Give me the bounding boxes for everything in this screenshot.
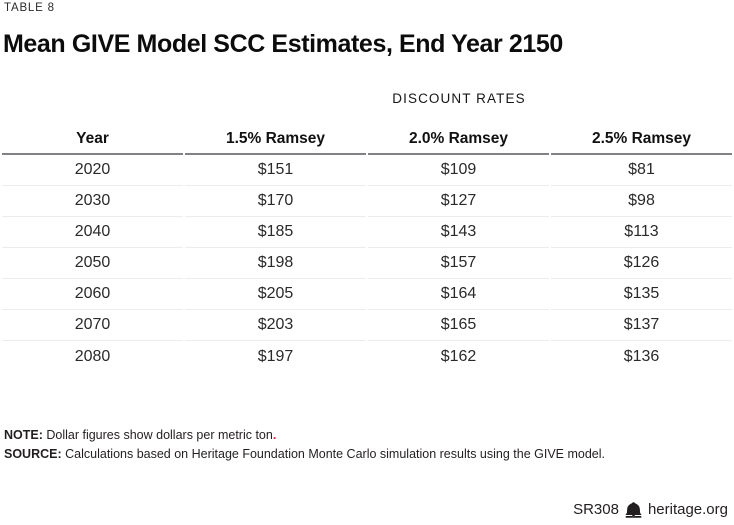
cell-year: 2060 [2,279,183,310]
cell-value: $113 [551,217,732,248]
notes-block: NOTE: Dollar figures show dollars per me… [4,426,605,463]
heritage-bell-icon [625,501,642,518]
column-header-year: Year [2,125,183,155]
cell-year: 2040 [2,217,183,248]
column-header-1-5-ramsey: 1.5% Ramsey [185,125,366,155]
source-text: Calculations based on Heritage Foundatio… [61,446,606,461]
cell-year: 2020 [2,155,183,186]
cell-value: $185 [185,217,366,248]
table-row: 2060 $205 $164 $135 [2,279,732,310]
source-label: SOURCE: [4,446,62,461]
note-label: NOTE: [4,428,43,442]
page-title: Mean GIVE Model SCC Estimates, End Year … [3,30,563,58]
cell-year: 2080 [74,347,111,365]
cell-value: $109 [368,155,549,186]
table-row: 2080 $197 $162 $136 [2,341,732,372]
cell-value: $170 [185,186,366,217]
cell-value: $136 [623,347,660,365]
note-line: NOTE: Dollar figures show dollars per me… [4,426,605,445]
cell-value: $135 [551,279,732,310]
column-group-header: DISCOUNT RATES [392,91,526,106]
source-line: SOURCE: Calculations based on Heritage F… [4,445,605,464]
cell-value: $127 [368,186,549,217]
cell-year: 2070 [2,310,183,341]
cell-value: $126 [551,248,732,279]
table-row: 2070 $203 $165 $137 [2,310,732,341]
cell-value: $205 [185,279,366,310]
table-row: 2040 $185 $143 $113 [2,217,732,248]
note-accent-period: . [272,428,277,442]
scc-estimates-table: Year 1.5% Ramsey 2.0% Ramsey 2.5% Ramsey… [0,125,734,372]
cell-year: 2030 [2,186,183,217]
column-header-2-0-ramsey: 2.0% Ramsey [368,125,549,155]
cell-value: $164 [368,279,549,310]
cell-value: $98 [551,186,732,217]
table-body: 2020 $151 $109 $81 2030 $170 $127 $98 20… [2,155,732,372]
site-link[interactable]: heritage.org [647,501,728,518]
cell-value: $137 [551,310,732,341]
note-text: Dollar figures show dollars per metric t… [42,428,273,442]
cell-value: $81 [551,155,732,186]
table-label: TABLE 8 [4,2,55,14]
header-row: Year 1.5% Ramsey 2.0% Ramsey 2.5% Ramsey [2,125,732,155]
cell-value: $165 [368,310,549,341]
cell-value: $151 [185,155,366,186]
cell-year: 2050 [2,248,183,279]
table-row: 2050 $198 $157 $126 [2,248,732,279]
column-header-2-5-ramsey: 2.5% Ramsey [551,125,732,155]
table-row: 2030 $170 $127 $98 [2,186,732,217]
table-row: 2020 $151 $109 $81 [2,155,732,186]
cell-value: $157 [368,248,549,279]
cell-value: $162 [440,347,477,365]
footer: SR308 heritage.org [573,501,728,518]
report-id: SR308 [573,501,619,518]
cell-value: $197 [257,347,294,365]
cell-value: $198 [185,248,366,279]
cell-value: $203 [185,310,366,341]
table-header: Year 1.5% Ramsey 2.0% Ramsey 2.5% Ramsey [2,125,732,155]
cell-value: $143 [368,217,549,248]
